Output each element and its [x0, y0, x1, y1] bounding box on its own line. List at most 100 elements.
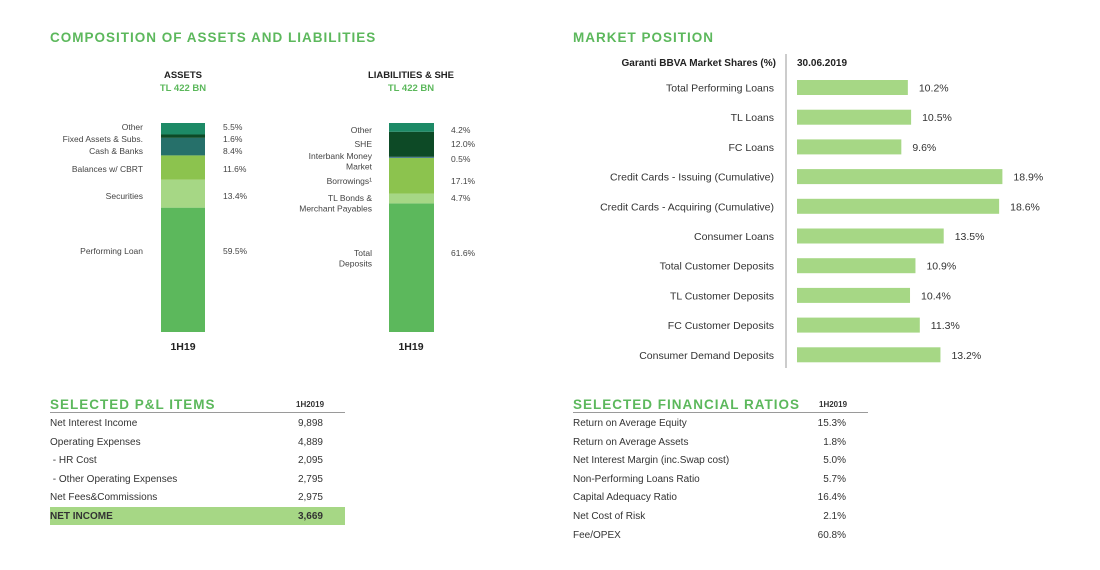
assets-segment	[161, 134, 205, 138]
liabilities-value-label: 17.1%	[451, 176, 476, 186]
pl-row: - HR Cost 2,095	[50, 451, 345, 469]
ratios-row-label: Non-Performing Loans Ratio	[573, 473, 700, 485]
ratios-row-value: 1.8%	[823, 436, 846, 448]
assets-series-label: Other	[122, 122, 143, 132]
ratios-header: 1H2019	[819, 400, 848, 409]
assets-value-label: 13.4%	[223, 191, 248, 201]
market-share-value: 10.4%	[921, 290, 951, 302]
market-share-category: Consumer Demand Deposits	[639, 350, 774, 362]
ratios-title: SELECTED FINANCIAL RATIOS	[573, 397, 801, 412]
pl-header: 1H2019	[296, 400, 325, 409]
assets-title: ASSETS	[164, 70, 202, 81]
market-share-value: 10.2%	[919, 83, 949, 95]
market-share-value: 10.9%	[926, 261, 956, 273]
liabilities-segment	[389, 157, 434, 194]
ratios-row-value: 60.8%	[817, 529, 846, 541]
liabilities-category-label: 1H19	[398, 341, 423, 353]
ratios-row: Return on Average Assets 1.8%	[573, 433, 868, 451]
pl-row-value: 9,898	[297, 418, 323, 429]
liabilities-series-label: SHE	[355, 139, 373, 149]
composition-title: COMPOSITION OF ASSETS AND LIABILITIES	[50, 30, 377, 45]
pl-row-value: 2,795	[297, 473, 323, 485]
market-share-bar	[797, 109, 912, 125]
market-share-value: 10.5%	[922, 112, 952, 124]
ratios-row-label: Net Cost of Risk	[573, 511, 646, 522]
assets-value-label: 1.6%	[223, 134, 243, 144]
liabilities-value-label: 4.2%	[451, 125, 471, 135]
assets-series-label: Performing Loan	[80, 246, 143, 256]
market-share-category: Consumer Loans	[694, 231, 774, 243]
market-share-value: 13.2%	[951, 350, 981, 362]
ratios-row-value: 2.1%	[823, 511, 846, 522]
liabilities-segment	[389, 156, 434, 158]
market-share-category: Credit Cards - Acquiring (Cumulative)	[600, 201, 774, 213]
liabilities-subtitle: TL 422 BN	[388, 83, 434, 94]
assets-segment	[161, 179, 205, 208]
ratios-table: 1H2019 Return on Average Equity 15.3% Retu…	[573, 398, 868, 548]
liabilities-value-label: 4.7%	[451, 193, 471, 203]
pl-row-label: Net Fees&Commissions	[50, 492, 158, 504]
market-share-value: 9.6%	[912, 142, 936, 154]
pl-row-value: 4,889	[297, 436, 323, 448]
ratios-row: Net Cost of Risk 2.1%	[573, 507, 868, 525]
charts-canvas: ASSETS TL 422 BN Performing Loan 59.5% Secur…	[63, 54, 1043, 368]
ratios-row-value: 5.7%	[823, 473, 846, 485]
pl-title: SELECTED P&L ITEMS	[50, 397, 216, 412]
liabilities-title: LIABILITIES & SHE	[368, 70, 454, 81]
liabilities-series-label: Total	[354, 248, 372, 258]
market-share-bar	[797, 80, 908, 95]
market-share-bar	[797, 347, 941, 363]
market-share-category: Credit Cards - Issuing (Cumulative)	[610, 172, 774, 184]
ratios-row: Net Interest Margin (inc.Swap cost) 5.0%	[573, 451, 868, 469]
ratios-row-value: 5.0%	[823, 455, 846, 467]
pl-row-label: Net Interest Income	[50, 418, 138, 429]
ratios-header-rule	[573, 412, 868, 413]
market-share-bar	[797, 258, 916, 274]
pl-row-value: 2,975	[297, 492, 323, 504]
assets-value-label: 8.4%	[223, 146, 243, 156]
liabilities-value-label: 61.6%	[451, 248, 476, 258]
pl-row-value: 3,669	[297, 511, 323, 522]
market-share-category: Total Customer Deposits	[660, 261, 774, 273]
assets-segment	[161, 155, 205, 180]
pl-row-label: - HR Cost	[50, 455, 97, 467]
liabilities-segment	[389, 123, 434, 132]
liabilities-segment	[389, 203, 434, 332]
ratios-row-label: Return on Average Assets	[573, 436, 689, 448]
ratios-row-label: Return on Average Equity	[573, 418, 687, 429]
pl-row-label: NET INCOME	[50, 511, 113, 522]
market-share-value: 13.5%	[955, 231, 985, 243]
market-share-category: FC Loans	[728, 142, 774, 154]
pl-header-rule	[50, 412, 345, 413]
ratios-row-value: 15.3%	[817, 418, 846, 429]
assets-series-label: Balances w/ CBRT	[72, 164, 143, 174]
market-share-bar	[797, 228, 944, 244]
liabilities-series-label: Interbank Money	[309, 151, 373, 161]
liabilities-series-label: Merchant Payables	[299, 204, 372, 214]
pl-row: Net Fees&Commissions 2,975	[50, 488, 345, 506]
market-share-bar	[797, 169, 1003, 185]
assets-subtitle: TL 422 BN	[160, 83, 206, 94]
pl-row: NET INCOME 3,669	[50, 507, 345, 525]
pl-row-value: 2,095	[297, 455, 323, 467]
liabilities-series-label: TL Bonds &	[328, 193, 372, 203]
market-share-title: Garanti BBVA Market Shares (%)	[622, 58, 777, 69]
pl-row-label: Operating Expenses	[50, 436, 141, 448]
market-share-category: TL Loans	[731, 112, 774, 124]
assets-category-label: 1H19	[170, 341, 195, 353]
assets-value-label: 5.5%	[223, 122, 243, 132]
assets-segment	[161, 207, 205, 332]
ratios-row-label: Net Interest Margin (inc.Swap cost)	[573, 455, 730, 467]
liabilities-segment	[389, 193, 434, 204]
ratios-row-label: Fee/OPEX	[573, 529, 621, 541]
market-position-title: MARKET POSITION	[573, 30, 715, 45]
market-share-category: FC Customer Deposits	[668, 320, 774, 332]
market-share-value: 11.3%	[931, 320, 960, 332]
assets-value-label: 59.5%	[223, 246, 248, 256]
ratios-row: Capital Adequacy Ratio 16.4%	[573, 488, 868, 506]
market-share-category: TL Customer Deposits	[670, 290, 774, 302]
ratios-row: Return on Average Equity 15.3%	[573, 414, 868, 432]
liabilities-value-label: 12.0%	[451, 139, 476, 149]
assets-segment	[161, 137, 205, 156]
liabilities-series-label: Borrowings¹	[327, 176, 373, 186]
